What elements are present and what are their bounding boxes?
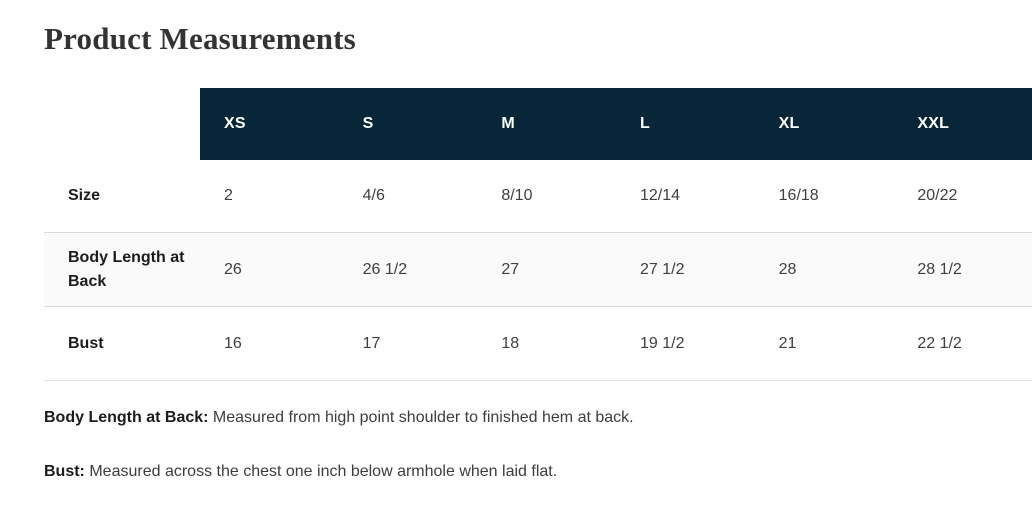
measurement-notes: Body Length at Back: Measured from high … [44,408,1032,483]
size-value-l: 12/14 [640,187,681,204]
size-value-s: 4/6 [362,187,385,204]
size-value-xs: 2 [224,187,233,204]
note-bust: Bust: Measured across the chest one inch… [44,462,1032,483]
size-header-xs: XS [200,88,339,160]
note-bust-term: Bust: [44,462,85,480]
size-header-xl: XL [754,88,894,160]
size-header-xxl: XXL [893,88,1032,160]
size-value-xxl: 20/22 [917,187,958,204]
bust-value-s: 17 [362,334,381,352]
row-label-bust: Bust [68,334,104,352]
bust-value-xs: 16 [224,334,242,352]
body-length-value-m: 27 [501,260,520,278]
body-length-value-s: 26 1/2 [362,260,408,278]
size-header-s: S [338,88,478,160]
size-header-l: L [616,88,755,160]
table-row-body-length: Body Length at Back 26 26 1/2 27 27 1/2 … [44,232,1032,307]
body-length-value-l: 27 1/2 [640,260,685,278]
row-label-body-length: Body Length at Back [68,248,185,290]
note-body-length-term: Body Length at Back: [44,409,209,426]
size-value-m: 8/10 [501,187,533,204]
bust-value-m: 18 [501,334,520,352]
size-chart-table: XS S M L XL XXL Size 2 4/6 8/10 12/14 16… [44,88,1032,381]
bust-value-l: 19 1/2 [640,334,685,352]
table-row-size: Size 2 4/6 8/10 12/14 16/18 20/22 [44,160,1032,232]
header-corner-cell [44,88,200,160]
size-header-row: XS S M L XL XXL [44,88,1032,160]
bust-value-xxl: 22 1/2 [917,334,962,352]
bust-value-xl: 21 [778,334,797,352]
body-length-value-xl: 28 [778,260,797,278]
note-bust-definition: Measured across the chest one inch below… [89,462,558,480]
size-value-xl: 16/18 [778,187,819,204]
row-label-size: Size [68,187,101,204]
size-header-m: M [477,88,616,160]
table-row-bust: Bust 16 17 18 19 1/2 21 22 1/2 [44,307,1032,381]
body-length-value-xxl: 28 1/2 [917,260,962,278]
page-title: Product Measurements [44,21,356,56]
note-body-length: Body Length at Back: Measured from high … [44,408,1032,429]
body-length-value-xs: 26 [224,260,242,278]
note-body-length-definition: Measured from high point shoulder to fin… [212,409,634,426]
